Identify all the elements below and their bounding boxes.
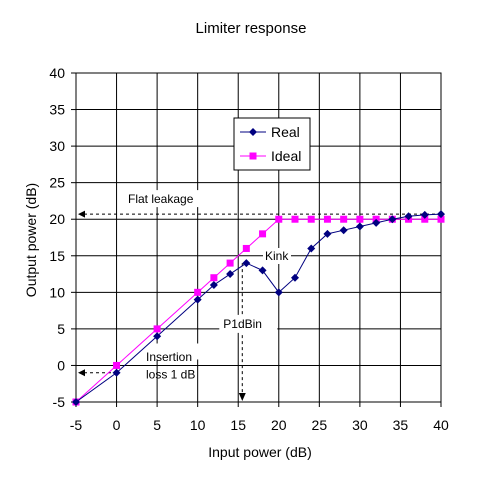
data-point-real	[388, 215, 397, 224]
data-point-real	[339, 226, 348, 235]
plot-frame	[75, 72, 442, 403]
data-point-ideal	[113, 361, 121, 369]
x-axis-label: Input power (dB)	[208, 444, 312, 460]
x-tick-label: 35	[393, 417, 409, 433]
flat-leakage-arrowhead	[78, 210, 85, 218]
data-point-ideal	[275, 215, 283, 223]
kink-label-bg	[263, 248, 291, 264]
legend-marker-shape	[249, 152, 257, 160]
insertion-loss-label-bg	[142, 343, 208, 360]
y-tick-label: 30	[49, 138, 65, 154]
legend-label-ideal: Ideal	[271, 148, 301, 164]
series-layer	[72, 210, 445, 406]
data-point-ideal	[291, 215, 299, 223]
x-tick-label: 20	[271, 417, 287, 433]
data-point-real	[355, 222, 364, 231]
x-tick-label: -5	[70, 417, 83, 433]
series-line-real	[75, 213, 442, 403]
y-tick-label: 25	[49, 175, 65, 191]
data-point-ideal	[226, 259, 234, 267]
series-real	[72, 210, 445, 406]
data-point-real	[193, 295, 202, 304]
series-ideal	[72, 215, 445, 406]
annotations: Flat leakage P1dBin Kink Insertion loss …	[78, 190, 441, 401]
data-point-real	[404, 212, 413, 221]
p1db-label: P1dBin	[223, 317, 262, 331]
legend-label-real: Real	[271, 124, 300, 140]
data-point-real	[112, 368, 121, 377]
data-point-ideal	[340, 215, 348, 223]
p1db-label-bg	[219, 314, 278, 333]
data-point-real	[226, 270, 235, 279]
data-point-real	[242, 259, 251, 268]
p1db-arrowhead	[238, 393, 246, 401]
data-point-real	[72, 398, 80, 406]
legend: Real Ideal	[233, 117, 311, 171]
data-point-ideal	[323, 215, 331, 223]
y-tick-label: 0	[57, 357, 65, 373]
flat-leakage-label: Flat leakage	[128, 192, 194, 206]
x-tick-label: 25	[312, 417, 328, 433]
y-tick-label: 15	[49, 248, 65, 264]
x-tick-label: 10	[190, 417, 206, 433]
data-point-real	[274, 288, 283, 297]
chart-title: Limiter response	[196, 20, 307, 37]
data-point-real	[372, 218, 381, 227]
x-axis: -5 0 5 10 15 20 25 30 35 40	[70, 402, 449, 433]
x-tick-label: 0	[113, 417, 121, 433]
y-tick-label: 5	[57, 321, 65, 337]
data-point-ideal	[421, 215, 429, 223]
data-point-real	[153, 332, 162, 341]
data-point-ideal	[356, 215, 364, 223]
x-tick-label: 5	[153, 417, 161, 433]
data-point-real	[307, 244, 316, 253]
x-tick-label: 30	[352, 417, 368, 433]
data-point-ideal	[307, 215, 315, 223]
data-point-real	[291, 273, 299, 282]
y-tick-label: 40	[49, 65, 65, 81]
data-point-real	[420, 210, 429, 219]
y-tick-label: -5	[53, 394, 66, 410]
insertion-loss-label-line1: Insertion	[146, 350, 192, 364]
data-point-real	[323, 229, 332, 238]
y-tick-label: 20	[49, 211, 65, 227]
y-tick-label: 10	[49, 284, 65, 300]
data-point-ideal	[242, 244, 250, 252]
insertion-loss-arrowhead	[78, 369, 85, 377]
legend-marker-shape	[249, 128, 257, 136]
data-point-real	[258, 266, 267, 275]
kink-label: Kink	[265, 249, 289, 263]
y-axis-label: Output power (dB)	[23, 183, 39, 297]
series-line-ideal	[75, 218, 441, 403]
y-tick-label: 35	[49, 102, 65, 118]
legend-marker-real	[249, 128, 257, 136]
y-axis: -5 0 5 10 15 20 25 30 35 40	[49, 65, 76, 410]
data-point-real	[209, 281, 218, 290]
legend-box	[233, 117, 311, 171]
data-point-ideal	[210, 274, 218, 282]
data-point-ideal	[437, 215, 445, 223]
x-tick-label: 40	[433, 417, 449, 433]
data-point-ideal	[153, 325, 161, 333]
data-point-ideal	[194, 288, 202, 296]
insertion-loss-label-line2: loss 1 dB	[146, 368, 195, 382]
legend-marker-ideal	[249, 152, 257, 160]
data-point-real	[437, 210, 445, 219]
flat-leakage-label-bg	[122, 190, 204, 208]
data-point-ideal	[259, 230, 267, 238]
x-tick-label: 15	[230, 417, 246, 433]
